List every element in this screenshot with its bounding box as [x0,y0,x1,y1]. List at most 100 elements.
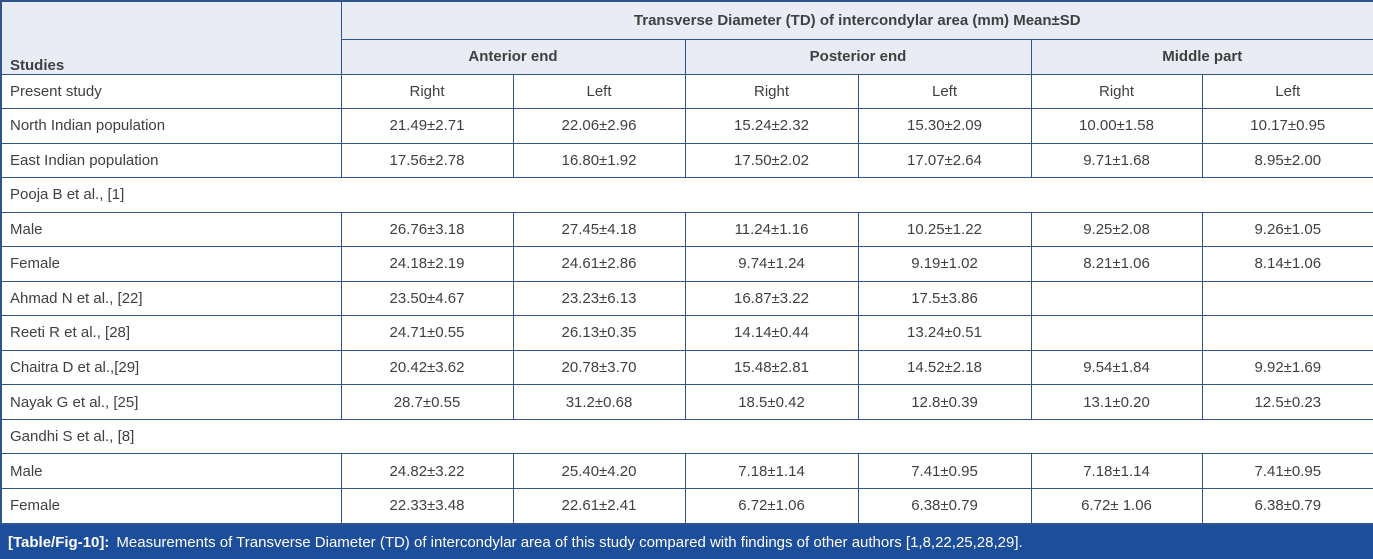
table-cell: 8.95±2.00 [1201,142,1373,179]
table-cell: 7.41±0.95 [857,453,1032,489]
table-cell: Right [1030,73,1203,110]
table-cell: 22.33±3.48 [340,487,514,525]
table-cell: 20.78±3.70 [512,349,686,386]
table-cell: 21.49±2.71 [340,108,514,144]
table-cell: 16.80±1.92 [512,142,686,179]
table-caption: [Table/Fig-10]: Measurements of Transver… [0,525,1373,559]
table-cell: 7.41±0.95 [1201,453,1373,489]
row-label: Nayak G et al., [25] [0,384,342,420]
measurements-table: Studies Transverse Diameter (TD) of inte… [0,0,1373,525]
row-label: Ahmad N et al., [22] [0,280,342,317]
table-cell: 8.21±1.06 [1030,246,1203,282]
table-cell: 13.1±0.20 [1030,384,1203,420]
row-label: East Indian population [0,142,342,179]
table-cell: 6.38±0.79 [857,487,1032,525]
table-cell: 28.7±0.55 [340,384,514,420]
table-cell: 15.24±2.32 [684,108,859,144]
table-cell: 15.48±2.81 [684,349,859,386]
table-cell: 25.40±4.20 [512,453,686,489]
row-label: Chaitra D et al.,[29] [0,349,342,386]
table-cell: 9.54±1.84 [1030,349,1203,386]
table-cell: 6.72±1.06 [684,487,859,525]
table-cell: 6.72± 1.06 [1030,487,1203,525]
table-cell: 14.14±0.44 [684,315,859,351]
table-cell: 7.18±1.14 [1030,453,1203,489]
table-cell: 8.14±1.06 [1201,246,1373,282]
table-cell: 17.56±2.78 [340,142,514,179]
table-cell: 12.5±0.23 [1201,384,1373,420]
row-label: North Indian population [0,108,342,144]
table-row-group: Gandhi S et al., [8] [0,418,1373,455]
table-cell [1201,280,1373,317]
group-row-label: Pooja B et al., [1] [0,177,1373,213]
caption-tag: [Table/Fig-10]: [8,533,110,551]
table-cell: 15.30±2.09 [857,108,1032,144]
table-cell: 11.24±1.16 [684,211,859,248]
table-row: East Indian population 17.56±2.78 16.80±… [0,142,1373,179]
table-cell: 22.06±2.96 [512,108,686,144]
group-header-posterior: Posterior end [684,38,1032,75]
table-cell: 24.61±2.86 [512,246,686,282]
table-cell [1030,315,1203,351]
table-row: Ahmad N et al., [22] 23.50±4.67 23.23±6.… [0,280,1373,317]
row-label: Female [0,246,342,282]
group-header-middle: Middle part [1030,38,1373,75]
span-title-header: Transverse Diameter (TD) of intercondyla… [340,0,1373,40]
table-cell: 13.24±0.51 [857,315,1032,351]
table-row: Female 22.33±3.48 22.61±2.41 6.72±1.06 6… [0,487,1373,525]
table-cell: 12.8±0.39 [857,384,1032,420]
table-cell: 14.52±2.18 [857,349,1032,386]
table-cell: 27.45±4.18 [512,211,686,248]
table-header-row-2: Anterior end Posterior end Middle part [1,38,1373,75]
table-cell: 9.74±1.24 [684,246,859,282]
table-cell: 9.19±1.02 [857,246,1032,282]
table-header-row-1: Studies Transverse Diameter (TD) of inte… [0,0,1373,75]
table-cell: Right [340,73,514,110]
table-cell: 10.17±0.95 [1201,108,1373,144]
table-cell: 24.71±0.55 [340,315,514,351]
table-cell: 10.25±1.22 [857,211,1032,248]
group-row-label: Gandhi S et al., [8] [0,418,1373,455]
table-cell: 20.42±3.62 [340,349,514,386]
table-cell: 24.82±3.22 [340,453,514,489]
row-label: Present study [0,73,342,110]
table-row: Male 26.76±3.18 27.45±4.18 11.24±1.16 10… [0,211,1373,248]
table-cell: 23.50±4.67 [340,280,514,317]
table-row: North Indian population 21.49±2.71 22.06… [0,108,1373,144]
table-cell: 10.00±1.58 [1030,108,1203,144]
table-cell: 26.76±3.18 [340,211,514,248]
group-header-anterior: Anterior end [340,38,686,75]
table-cell: 6.38±0.79 [1201,487,1373,525]
table-cell: Left [857,73,1032,110]
row-label: Female [0,487,342,525]
caption-text: Measurements of Transverse Diameter (TD)… [116,533,1023,551]
table-cell: 24.18±2.19 [340,246,514,282]
table-cell: 26.13±0.35 [512,315,686,351]
table-row: Nayak G et al., [25] 28.7±0.55 31.2±0.68… [0,384,1373,420]
table-cell: 17.07±2.64 [857,142,1032,179]
table-cell: 17.50±2.02 [684,142,859,179]
row-label: Male [0,211,342,248]
table-cell: 22.61±2.41 [512,487,686,525]
table-cell: 18.5±0.42 [684,384,859,420]
table-cell: Left [1201,73,1373,110]
table-cell: 9.26±1.05 [1201,211,1373,248]
table-cell: 9.25±2.08 [1030,211,1203,248]
table-row: Female 24.18±2.19 24.61±2.86 9.74±1.24 9… [0,246,1373,282]
table-row-group: Pooja B et al., [1] [0,177,1373,213]
table-row: Reeti R et al., [28] 24.71±0.55 26.13±0.… [0,315,1373,351]
table-cell: 9.92±1.69 [1201,349,1373,386]
table-cell: 31.2±0.68 [512,384,686,420]
studies-column-header: Studies [0,0,342,75]
table-cell: Left [512,73,686,110]
row-label: Male [0,453,342,489]
table-cell: 23.23±6.13 [512,280,686,317]
table-cell: 17.5±3.86 [857,280,1032,317]
table-cell [1030,280,1203,317]
table-row: Male 24.82±3.22 25.40±4.20 7.18±1.14 7.4… [0,453,1373,489]
table-cell: 16.87±3.22 [684,280,859,317]
table-cell: 7.18±1.14 [684,453,859,489]
table-row-present-study: Present study Right Left Right Left Righ… [0,73,1373,110]
table-row: Chaitra D et al.,[29] 20.42±3.62 20.78±3… [0,349,1373,386]
